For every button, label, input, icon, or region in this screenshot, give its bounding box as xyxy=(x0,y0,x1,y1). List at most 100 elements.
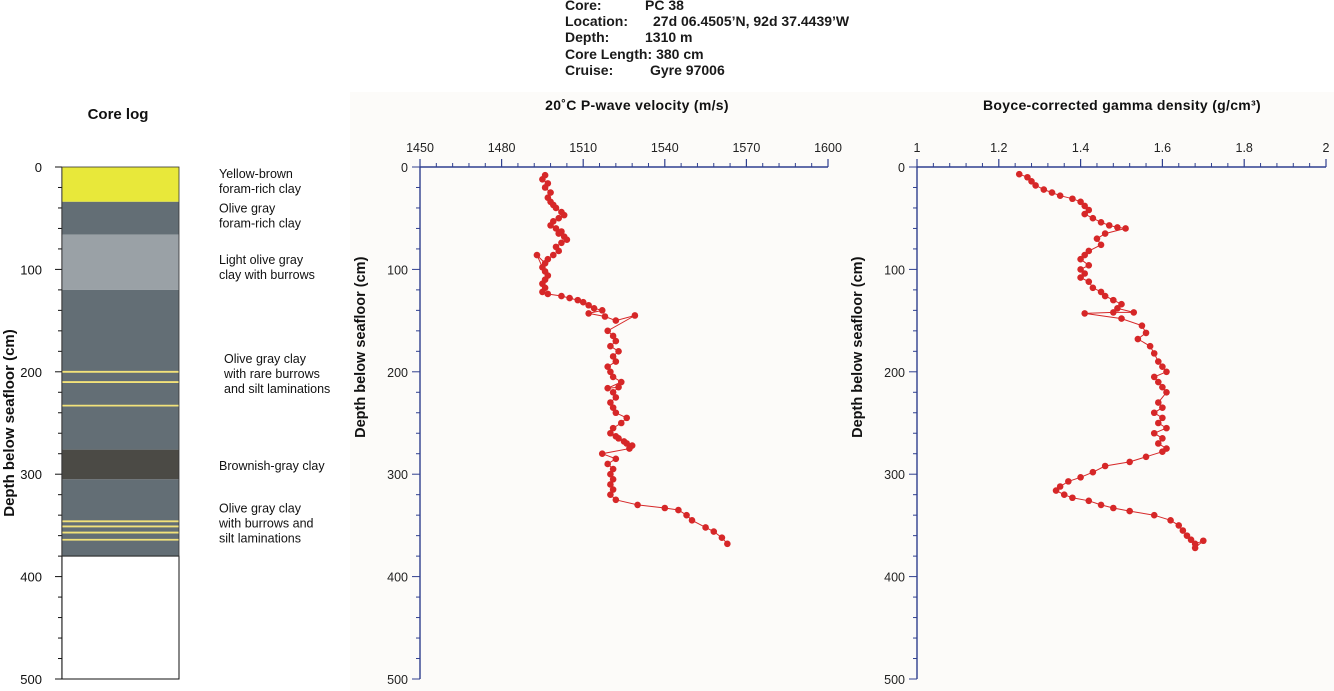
data-point xyxy=(623,414,631,422)
y-tick-label: 100 xyxy=(20,262,42,277)
y-tick-label: 0 xyxy=(898,161,905,175)
header-row: Depth: 1310 m xyxy=(565,29,849,45)
data-point xyxy=(544,290,552,298)
data-point xyxy=(1134,335,1142,343)
data-point xyxy=(549,251,557,259)
lithology-unit xyxy=(62,479,179,557)
data-point xyxy=(1179,527,1187,534)
data-point xyxy=(661,504,669,512)
lithology-label-line: Olive gray clay xyxy=(219,501,302,515)
data-point xyxy=(1077,255,1084,263)
header-value: 380 cm xyxy=(656,45,704,62)
data-point xyxy=(1175,522,1183,529)
header-label: Depth: xyxy=(565,29,610,46)
lithology-label-line: silt laminations xyxy=(219,531,301,545)
data-point xyxy=(1159,404,1166,411)
data-point xyxy=(609,465,617,473)
header-row: Core: PC 38 xyxy=(565,0,849,13)
data-point xyxy=(609,332,617,340)
data-point xyxy=(1077,198,1084,206)
header-row: Cruise: Gyre 97006 xyxy=(565,62,849,78)
data-point xyxy=(1163,388,1170,396)
core-log-title: Core log xyxy=(88,106,149,123)
data-point xyxy=(1200,537,1207,545)
data-point xyxy=(1085,247,1093,255)
lithology-label: Yellow-brown foram-rich clay xyxy=(219,167,302,196)
data-point xyxy=(607,491,614,498)
data-point xyxy=(1077,473,1084,481)
data-point xyxy=(1191,544,1199,552)
y-tick-label: 300 xyxy=(387,468,408,482)
lithology-unit xyxy=(62,167,179,202)
data-point xyxy=(1085,206,1093,214)
lithology-label-line: with rare burrows xyxy=(223,367,320,381)
y-tick-label: 300 xyxy=(20,467,42,482)
y-tick-label: 0 xyxy=(401,161,408,175)
data-point xyxy=(1150,350,1158,357)
header-label: Location: xyxy=(565,13,628,30)
data-point xyxy=(598,450,606,458)
x-tick-label: 1.2 xyxy=(990,141,1007,155)
y-tick-label: 100 xyxy=(387,263,408,277)
x-tick-label: 2 xyxy=(1323,141,1330,155)
data-point xyxy=(1167,516,1174,524)
data-point xyxy=(1097,218,1105,226)
y-tick-label: 200 xyxy=(884,366,905,380)
data-point xyxy=(609,486,617,493)
y-tick-label: 400 xyxy=(884,571,905,585)
data-point xyxy=(1089,214,1097,222)
data-point xyxy=(607,470,614,478)
header-value: 27d 06.4505’N, 92d 37.4439’W xyxy=(653,13,850,30)
lithology-unit xyxy=(62,234,179,290)
data-point xyxy=(1159,383,1166,391)
data-point xyxy=(1085,497,1093,505)
data-point xyxy=(1081,202,1088,210)
header-row: Location: 27d 06.4505’N, 92d 37.4439’W xyxy=(565,13,849,29)
data-point xyxy=(1101,230,1109,237)
data-point xyxy=(1159,435,1166,442)
y-tick-label: 200 xyxy=(20,365,42,380)
data-point xyxy=(609,424,617,432)
data-point xyxy=(574,296,582,304)
data-point xyxy=(607,429,614,437)
data-point xyxy=(604,327,611,335)
data-point xyxy=(1097,501,1105,509)
lithology-label: Olive gray foram-rich clay xyxy=(219,202,302,231)
data-point xyxy=(552,204,560,212)
panel-y-axis-label: Depth below seafloor (cm) xyxy=(353,256,369,437)
data-point xyxy=(609,404,617,411)
data-point xyxy=(601,313,609,320)
x-tick-label: 1540 xyxy=(651,141,679,155)
lithology-label-line: and silt laminations xyxy=(224,382,330,396)
lithology-label-line: Light olive gray xyxy=(219,253,304,267)
y-tick-label: 500 xyxy=(387,673,408,687)
header-value: Gyre 97006 xyxy=(650,61,725,78)
data-point xyxy=(607,399,614,406)
data-point xyxy=(1146,342,1154,350)
header-label: Core: xyxy=(565,0,602,13)
data-point xyxy=(1155,419,1162,427)
x-tick-label: 1510 xyxy=(569,141,597,155)
data-point xyxy=(547,222,554,229)
lithology-label-line: foram-rich clay xyxy=(219,182,302,196)
data-point xyxy=(1130,309,1138,316)
data-point xyxy=(604,363,611,370)
data-point xyxy=(1159,363,1166,370)
data-point xyxy=(609,476,617,483)
data-point xyxy=(1077,266,1084,273)
data-point xyxy=(558,292,565,300)
data-point xyxy=(555,247,563,255)
x-tick-label: 1.4 xyxy=(1072,141,1089,155)
data-point xyxy=(1065,478,1072,485)
x-tick-label: 1600 xyxy=(814,141,842,155)
data-point xyxy=(607,368,614,376)
data-point xyxy=(1138,322,1146,330)
header-label: Cruise: xyxy=(565,61,614,78)
x-tick-label: 1450 xyxy=(406,141,434,155)
data-point xyxy=(1056,192,1064,199)
y-tick-label: 400 xyxy=(387,571,408,585)
y-tick-label: 500 xyxy=(20,672,42,687)
data-point xyxy=(609,388,617,396)
data-point xyxy=(1085,278,1093,285)
x-tick-label: 1480 xyxy=(488,141,516,155)
